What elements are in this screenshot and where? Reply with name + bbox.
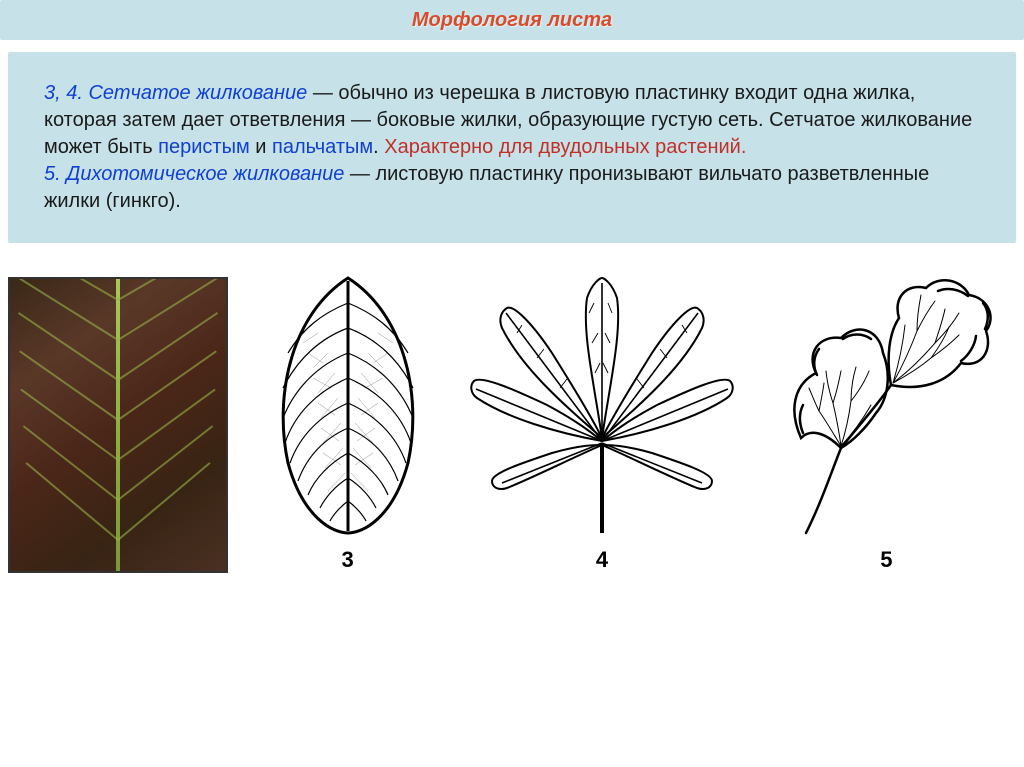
- p1-note: Характерно для двудольных растений.: [384, 136, 746, 158]
- photo-vein: [20, 389, 118, 461]
- photo-vein: [117, 350, 216, 420]
- diagram-area: 3: [248, 273, 1016, 573]
- p1-kw1: перистым: [158, 136, 250, 158]
- photo-vein: [18, 312, 119, 381]
- figure-5: 5: [771, 273, 1001, 573]
- ginkgo-leaf-icon: [771, 273, 1001, 543]
- pinnate-leaf-icon: [263, 273, 433, 543]
- title-bar: Морфология листа: [0, 0, 1024, 40]
- p2-lead: 5. Дихотомическое жилкование: [44, 163, 344, 185]
- photo-vein: [23, 425, 119, 500]
- page-title: Морфология листа: [412, 9, 612, 32]
- photo-vein: [117, 389, 215, 461]
- photo-vein: [25, 462, 118, 541]
- photo-vein: [117, 312, 218, 381]
- photo-vein: [117, 425, 213, 500]
- photo-vein: [19, 350, 118, 420]
- photo-vein: [117, 277, 220, 341]
- photo-vein: [117, 462, 210, 541]
- p1-kw2: пальчатым: [272, 136, 373, 158]
- figure-3: 3: [263, 273, 433, 573]
- figure-5-label: 5: [880, 547, 892, 573]
- photo-vein: [16, 277, 119, 341]
- paragraph-2: 5. Дихотомическое жилкование — листовую …: [44, 161, 988, 215]
- paragraph-1: 3, 4. Сетчатое жилкование — обычно из че…: [44, 80, 988, 161]
- image-row: 3: [8, 273, 1016, 573]
- palmate-leaf-icon: [462, 273, 742, 543]
- p1-period: .: [373, 136, 384, 158]
- p1-lead: 3, 4. Сетчатое жилкование: [44, 82, 307, 104]
- p1-and: и: [250, 136, 272, 158]
- figure-4-label: 4: [596, 547, 608, 573]
- figure-4: 4: [462, 273, 742, 573]
- content-box: 3, 4. Сетчатое жилкование — обычно из че…: [8, 52, 1016, 243]
- photo-midrib: [116, 279, 120, 571]
- figure-3-label: 3: [342, 547, 354, 573]
- leaf-venation-photo: [8, 277, 228, 573]
